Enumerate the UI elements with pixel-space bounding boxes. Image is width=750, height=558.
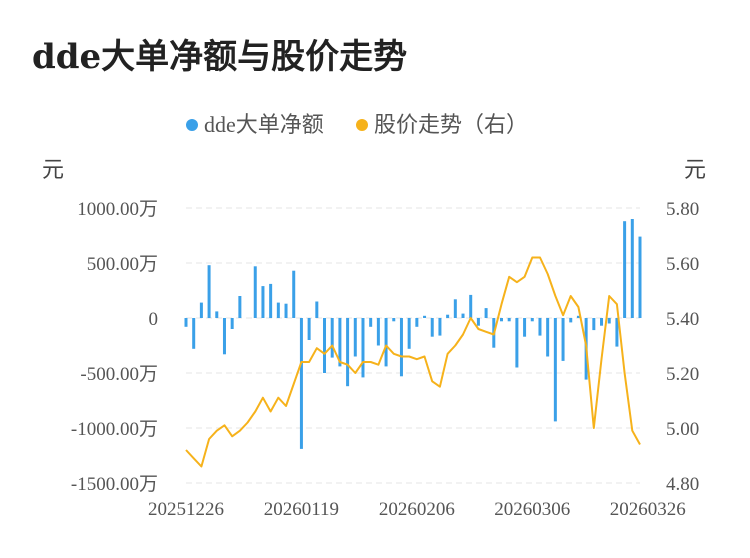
bar [630,219,634,318]
bar [192,318,196,349]
legend-marker-line [356,119,368,131]
bar [284,303,288,318]
bar [438,318,442,336]
bar [499,318,503,322]
bar [623,221,627,318]
x-tick-label: 20260206 [379,499,455,520]
right-tick-label: 5.80 [666,199,699,220]
bar [199,302,203,318]
bar [553,318,557,422]
right-tick-label: 4.80 [666,474,699,495]
price-line [185,256,641,468]
bar [600,318,604,326]
bar [323,318,327,373]
bar [369,318,373,327]
left-tick-label: -1500.00万 [71,474,158,495]
bar [615,318,619,347]
bar [392,318,396,322]
bar [446,314,450,318]
bar [576,315,580,318]
bar [222,318,226,355]
bar [307,318,311,340]
left-tick-label: 0 [149,309,159,330]
bar-series [184,219,642,449]
bar [292,270,296,318]
legend-marker-bars [186,119,198,131]
bar [338,318,342,367]
right-tick-label: 5.00 [666,419,699,440]
bar [515,318,519,368]
right-axis-unit: 元 [684,157,706,182]
chart-title: dde大单净额与股价走势 [32,37,407,77]
bar [376,318,380,346]
bar [207,265,211,318]
line-series [185,256,641,468]
bar [269,283,273,318]
bar [476,318,480,326]
right-tick-label: 5.20 [666,364,699,385]
bar [561,318,565,361]
bar [215,311,219,318]
bar [407,318,411,349]
x-tick-label: 20251226 [148,499,224,520]
bar [638,236,642,318]
left-tick-label: 1000.00万 [77,199,158,220]
left-axis-ticks: 1000.00万 500.00万 0 -500.00万 -1000.00万 -1500.0… [71,199,158,495]
x-tick-label: 20260326 [610,499,686,520]
bar [253,266,257,318]
bar [399,318,403,377]
bar [592,318,596,331]
bar [530,318,534,322]
bar [461,313,465,318]
bar [184,318,188,327]
bar [415,318,419,327]
left-axis-unit: 元 [42,157,64,182]
left-tick-label: 500.00万 [87,254,158,275]
right-axis-ticks: 5.80 5.60 5.40 5.20 5.00 4.80 [666,199,699,495]
bar [315,301,319,318]
bar [507,318,511,322]
x-tick-label: 20260306 [494,499,570,520]
bar [484,308,488,318]
bar [230,318,234,329]
bar [423,315,427,318]
bar [569,318,573,323]
left-tick-label: -1000.00万 [71,419,158,440]
legend-label-bars: dde大单净额 [204,112,324,137]
right-tick-label: 5.60 [666,254,699,275]
bar [538,318,542,336]
bar [430,318,434,337]
bar [384,318,388,367]
bar [453,299,457,318]
bar [523,318,527,337]
bar [299,318,303,449]
right-tick-label: 5.40 [666,309,699,330]
legend: dde大单净额 股价走势（右） [186,112,528,137]
bar [276,302,280,318]
bar [607,318,611,324]
legend-label-line: 股价走势（右） [374,112,528,137]
bar [238,296,242,318]
bar [361,318,365,378]
x-tick-label: 20260119 [264,499,339,520]
bar [346,318,350,387]
x-axis-ticks: 20251226 20260119 20260206 20260306 20260326 [148,499,686,520]
bar [546,318,550,357]
bar [353,318,357,357]
bar [330,318,334,358]
bar [261,286,265,318]
grid-lines [186,207,640,484]
left-tick-label: -500.00万 [80,364,158,385]
bar [469,294,473,318]
